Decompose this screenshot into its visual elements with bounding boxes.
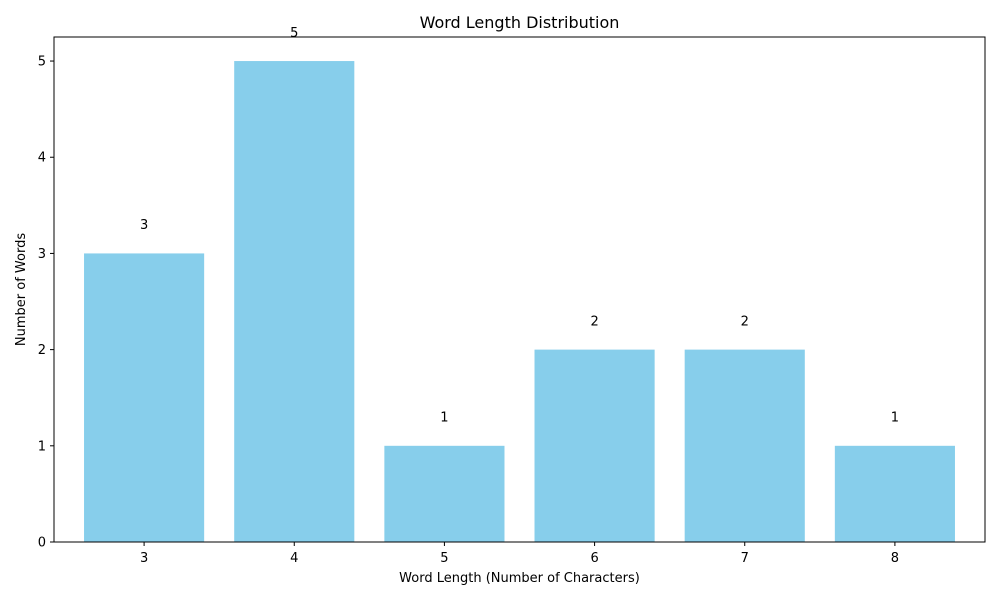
data-labels-layer: 3 5 1 2 2 1 [140,26,899,426]
y-tick-label-4: 4 [38,151,46,166]
y-tick-label-1: 1 [38,439,46,454]
y-tick-label-3: 3 [38,247,46,262]
bar-3 [84,253,205,542]
x-tick-label-7: 7 [741,551,749,566]
chart-title: Word Length Distribution [420,13,620,32]
data-label-4: 5 [290,26,298,41]
x-ticks-layer: 3 4 5 6 7 8 [140,542,899,566]
y-tick-label-0: 0 [38,536,46,551]
x-tick-label-5: 5 [440,551,448,566]
y-tick-label-5: 5 [38,55,46,70]
data-label-6: 2 [590,314,598,329]
y-axis-label: Number of Words [14,233,29,346]
bar-7 [684,349,805,542]
data-label-7: 2 [741,314,749,329]
bars-layer [84,61,955,543]
data-label-8: 1 [891,411,899,426]
bar-5 [384,445,505,542]
x-tick-label-3: 3 [140,551,148,566]
data-label-3: 3 [140,218,148,233]
x-axis-label: Word Length (Number of Characters) [399,571,640,586]
x-tick-label-6: 6 [590,551,598,566]
bar-4 [234,61,355,543]
bar-8 [834,445,955,542]
bar-6 [534,349,655,542]
x-tick-label-8: 8 [891,551,899,566]
plot-frame [53,36,986,543]
y-tick-label-2: 2 [38,343,46,358]
x-tick-label-4: 4 [290,551,298,566]
data-label-5: 1 [440,411,448,426]
y-ticks-layer: 0 1 2 3 4 5 [38,55,54,551]
